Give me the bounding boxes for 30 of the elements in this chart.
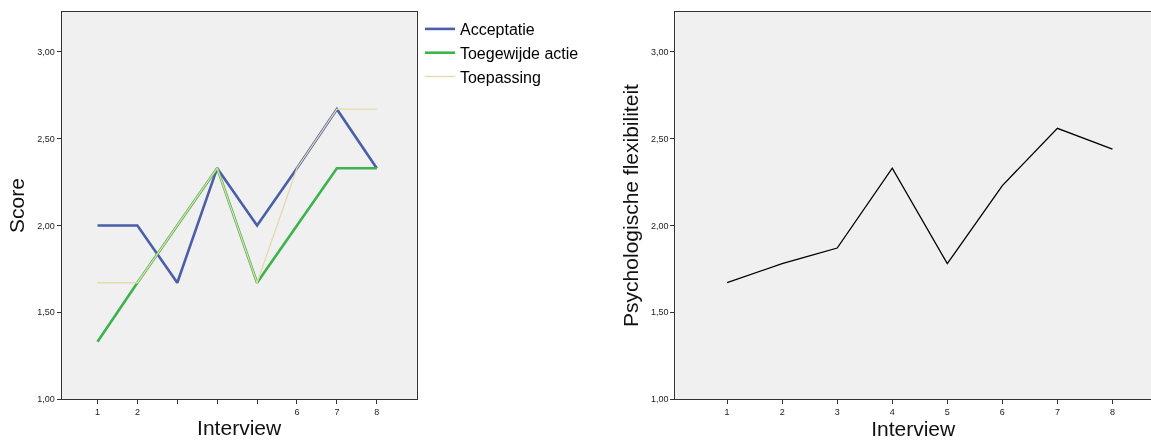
x-tick-label: 8: [374, 406, 380, 417]
y-tick-label: 2,50: [37, 133, 55, 144]
y-tick-label: 2,00: [651, 220, 669, 231]
y-tick-label: 2,00: [37, 220, 55, 231]
x-tick-label: 1: [724, 406, 730, 417]
x-tick-label: 8: [1109, 406, 1115, 417]
legend-label: Acceptatie: [459, 21, 535, 39]
x-tick-label: 6: [999, 406, 1005, 417]
x-tick-label: 2: [779, 406, 785, 417]
x-axis-title: Interview: [871, 416, 957, 440]
x-tick-label: 3: [834, 406, 840, 417]
y-tick-label: 2,50: [651, 133, 669, 144]
y-tick-label: 1,50: [651, 307, 669, 318]
y-axis-title: Psychologische flexibiliteit: [619, 83, 643, 327]
y-tick-label: 3,00: [651, 47, 669, 58]
x-tick-label: 2: [134, 406, 140, 417]
y-tick-label: 3,00: [37, 47, 55, 58]
x-tick-label: 1: [94, 406, 100, 417]
y-tick-label: 1,50: [37, 307, 55, 318]
x-axis-title: Interview: [197, 416, 282, 439]
legend-label: Toepassing: [459, 68, 541, 86]
legend-label: Toegewijde actie: [459, 44, 579, 62]
y-tick-label: 1,00: [37, 394, 55, 405]
y-axis-title: Score: [5, 178, 29, 233]
x-tick-label: 7: [334, 406, 340, 417]
x-tick-label: 6: [294, 406, 300, 417]
y-tick-label: 1,00: [651, 394, 669, 405]
x-tick-label: 5: [944, 406, 950, 417]
x-tick-label: 4: [889, 406, 895, 417]
x-tick-label: 7: [1054, 406, 1060, 417]
